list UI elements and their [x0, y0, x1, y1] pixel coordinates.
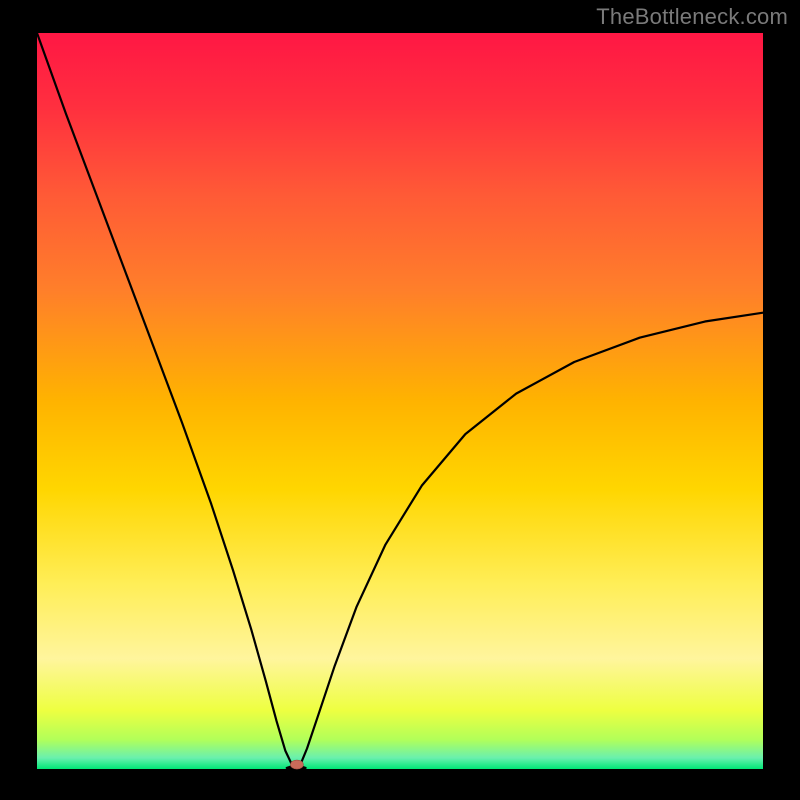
watermark-text: TheBottleneck.com: [596, 4, 788, 30]
plot-background: [37, 33, 763, 769]
bottleneck-chart: [0, 0, 800, 800]
chart-container: TheBottleneck.com: [0, 0, 800, 800]
minimum-marker: [290, 760, 303, 769]
